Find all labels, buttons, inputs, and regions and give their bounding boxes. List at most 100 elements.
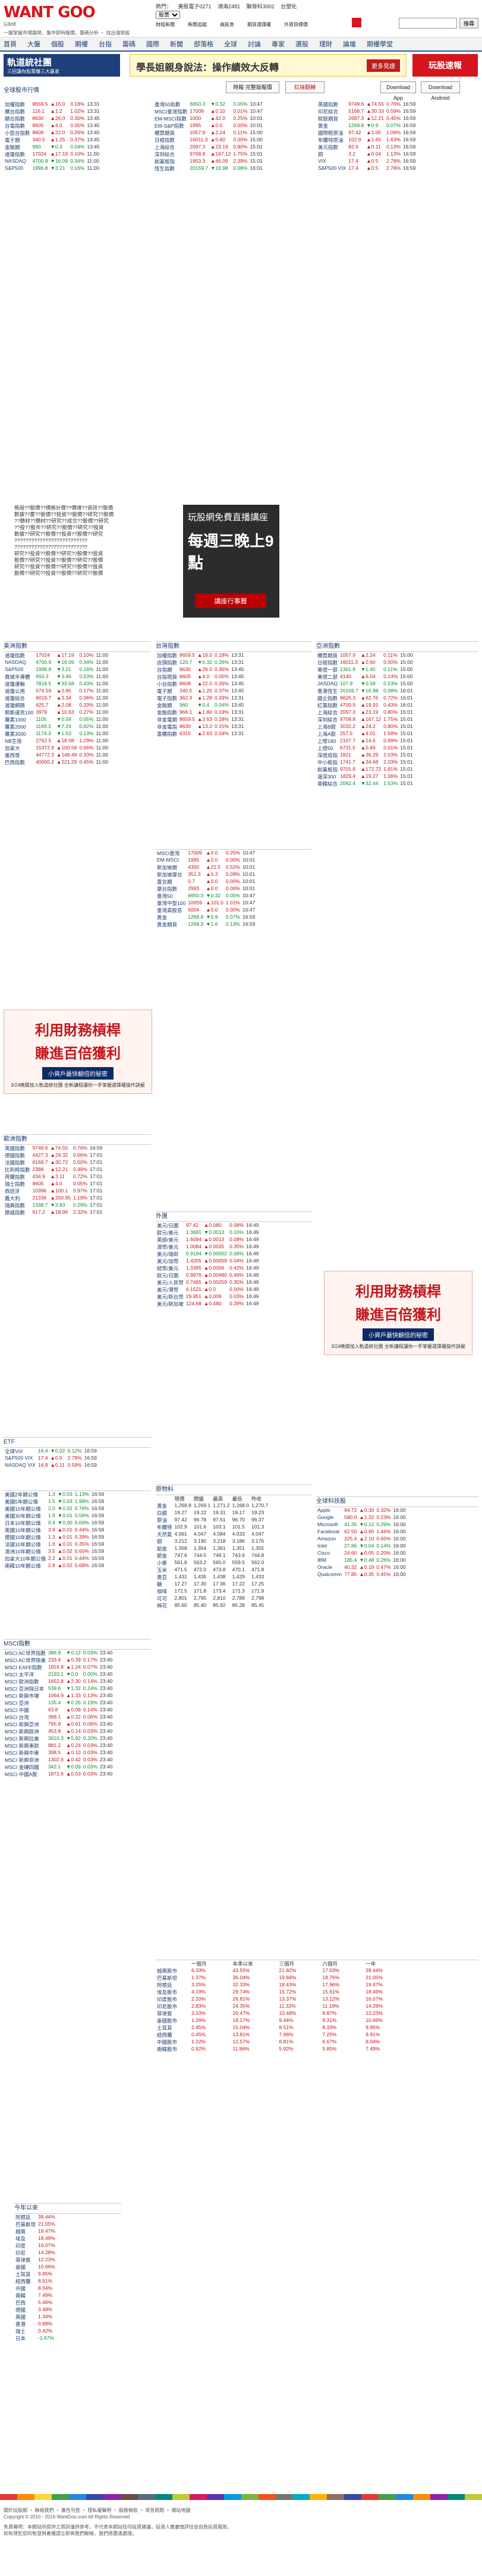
quote-name[interactable]: 歐元/日圓 [157, 1273, 179, 1278]
nav-item[interactable]: 選股 [295, 41, 308, 48]
performance-row[interactable]: 巴基斯坦 1.37% 36.04% 19.84% 18.76% 21.05% [156, 1974, 396, 1982]
footer-links[interactable]: 關於玩股網 ‧ 聯絡我們 ‧ 廣告刊登 ‧ 隱私權聲明 ‧ 服務條款 ‧ 常見問… [4, 2508, 191, 2513]
ytd-row[interactable]: 香港 0.88% [14, 2321, 56, 2328]
hot-link[interactable]: 聯發科3002 [246, 4, 275, 10]
quote-row[interactable]: S&P500 VIX 17.4 ▲0.5 2.78% 16:59 [4, 1455, 98, 1462]
ytd-name[interactable]: 阿根廷 [15, 2214, 31, 2220]
quote-name[interactable]: 羅素3000 [5, 731, 26, 737]
ytd-name[interactable]: 德國 [15, 2307, 26, 2313]
news-headline[interactable]: 數據??研究??股價??投資??股價??研究 [14, 531, 103, 537]
site-logo[interactable]: WANT GOO 玩股網 [4, 4, 96, 27]
webinar-banner[interactable]: 玩股網免費直播講座 每週三晚上9點 講座行事曆 [183, 505, 279, 618]
quote-name[interactable]: 美元/加幣 [157, 1258, 179, 1264]
quote-name[interactable]: 滬深300 [317, 774, 336, 780]
nav-item[interactable]: 台指 [99, 41, 112, 48]
quote-name[interactable]: 道瓊指數 [5, 151, 26, 157]
quote-name[interactable]: MSCI臺灣指數 [155, 109, 188, 115]
quote-name[interactable]: 德國指數 [5, 1153, 26, 1159]
quote-row[interactable]: 西班牙 10396 ▲100.1 0.97% 17:01 [4, 1188, 103, 1195]
quote-name[interactable]: MSCI 太平洋 [5, 1672, 34, 1678]
quote-name[interactable]: 羅素2000 [5, 724, 26, 730]
quote-row[interactable]: VIX 17.4 ▲0.5 2.78% 16:59 [317, 158, 417, 165]
quote-name[interactable]: 美元/日圓 [157, 1223, 179, 1229]
quote-name[interactable]: 創業板指 [155, 159, 175, 164]
commodity-name[interactable]: 原油 [157, 1517, 168, 1523]
quote-row[interactable]: MSCI臺灣指數 17009 ▲0.10 0.01% 10:47 [153, 108, 264, 115]
quote-row[interactable]: MSCI 新興拉美 3010.3 ▼5.92 0.20% 23:40 [4, 1735, 114, 1742]
nav-item[interactable]: 大盤 [27, 41, 40, 48]
performance-row[interactable]: 泰國股市 1.26% 18.17% 9.44% 9.31% 10.66% [156, 2017, 396, 2024]
quote-row[interactable]: 巴西指數 40000.2 ▲221.29 0.45% 11:00 [4, 759, 109, 766]
commodity-row[interactable]: 鈀金 747.6 744.5 749.1 743.9 744.8 [156, 1552, 269, 1559]
quote-row[interactable]: 道瓊指數 17024 ▲17.19 0.10% 11:00 [4, 151, 101, 158]
quote-name[interactable]: 紐幣/美元 [157, 1265, 179, 1271]
quote-name[interactable]: MSCI 新興非洲 [5, 1757, 39, 1763]
category-select[interactable]: 股票 [156, 11, 180, 19]
quote-row[interactable]: 紐幣/美元 1.3395 ▲0.0056 0.42% 16:49 [156, 1265, 260, 1272]
nav-item[interactable]: 專家 [272, 41, 285, 48]
quote-name[interactable]: 美國5年期公債 [5, 1499, 38, 1505]
quote-name[interactable]: MSCI 中國 [5, 1707, 29, 1713]
quote-row[interactable]: 小台指數 8608 ▲22.0 0.26% 13:45 [156, 681, 245, 688]
performance-header[interactable]: 六個月 [322, 1961, 338, 1967]
quote-name[interactable]: 澳幣/美元 [157, 1244, 179, 1250]
panel-title[interactable]: 全球科技股 [316, 1497, 478, 1507]
quote-row[interactable]: 費城半導體 650.3 ▼3.46 0.53% 11:00 [4, 673, 109, 681]
ytd-name[interactable]: 英國 [15, 2314, 26, 2320]
panel-title[interactable]: ETF [4, 1438, 151, 1448]
commodity-row[interactable]: 鉑金 1,358 1,354 1,361 1,351 1,355 [156, 1545, 269, 1552]
nav-item[interactable]: 期權 [75, 41, 88, 48]
quote-name[interactable]: 荷蘭指數 [5, 1174, 26, 1180]
performance-row[interactable]: 印度股市 2.20% 26.81% 13.37% 13.12% 16.07% [156, 1996, 396, 2003]
quote-row[interactable]: 台指現貨 8605 ▲4.0 0.05% 13:45 [156, 673, 245, 681]
ytd-name[interactable]: 日本 [15, 2336, 26, 2341]
menu-extra-item[interactable]: 外資目標價 [284, 22, 308, 27]
banner-mid-cta[interactable]: 更多見證 [367, 59, 400, 72]
performance-row[interactable]: 紐西蘭 0.45% 13.81% 7.96% 7.25% 8.91% [156, 2031, 396, 2039]
news-headline[interactable]: ?????????????????????????? [14, 544, 87, 550]
commodity-row[interactable]: 玉米 471.5 472.0 473.8 470.1 471.8 [156, 1567, 269, 1574]
quote-row[interactable]: 上海綜合 2097.3 ▲23.19 0.80% 15:01 [153, 144, 264, 151]
quote-row[interactable]: MSCI 新興歐洲 453.8 ▲0.14 0.03% 23:40 [4, 1728, 114, 1735]
quote-name[interactable]: 美國2年期公債 [5, 1492, 38, 1498]
quote-name[interactable]: VIX [318, 158, 326, 164]
commodity-row[interactable]: 可可 2,801 2,795 2,810 2,789 2,798 [156, 1595, 269, 1602]
download-app-button[interactable]: Download App [380, 81, 416, 101]
quote-row[interactable]: 美國30年期公債 1.9 ▼0.01 0.56% 16:59 [4, 1512, 105, 1520]
quote-name[interactable]: 金融指數 [157, 710, 178, 716]
commodity-row[interactable]: 銅 3.212 3.190 3.218 3.186 3.176 [156, 1538, 269, 1545]
quote-name[interactable]: 摩台指數 [157, 886, 178, 892]
quote-row[interactable]: Cisco 24.60 ▲0.05 0.20% 16:00 [316, 1550, 407, 1557]
quote-name[interactable]: 富櫃指數 [157, 731, 178, 737]
performance-header[interactable]: 一年 [366, 1961, 376, 1967]
ytd-name[interactable]: 中國 [15, 2286, 26, 2292]
quote-name[interactable]: 國際輕原油 [318, 130, 344, 136]
quote-name[interactable]: 美國30年期公債 [5, 1513, 41, 1519]
ytd-name[interactable]: 巴西 [15, 2300, 26, 2306]
webinar-cta[interactable]: 講座行事曆 [195, 594, 266, 608]
commodity-row[interactable]: 小麥 561.8 563.2 565.0 559.5 562.0 [156, 1559, 269, 1567]
quote-row[interactable]: MSCI AC世界指數 386.9 ▼0.12 0.03% 23:40 [4, 1650, 114, 1657]
commodity-row[interactable]: 白銀 19.27 19.22 19.31 19.17 19.23 [156, 1509, 269, 1517]
nav-item[interactable]: 新聞 [170, 41, 183, 48]
ytd-name[interactable]: 土耳其 [15, 2271, 31, 2277]
commodity-name[interactable]: 銅 [157, 1539, 162, 1545]
quote-name[interactable]: 英國指數 [318, 102, 339, 107]
quote-row[interactable]: 澳幣/美元 1.0084 ▲0.0035 0.35% 16:49 [156, 1243, 260, 1251]
quote-row[interactable]: MSCI 新興東歐 881.2 ▲0.24 0.03% 23:40 [4, 1742, 114, 1749]
quote-row[interactable]: 法國指數 6168.7 ▲30.72 0.50% 17:01 [4, 1159, 103, 1166]
quote-name[interactable]: 南韓10年期公債 [5, 1563, 41, 1569]
quote-name[interactable]: 香港恆生 [317, 688, 338, 694]
quote-row[interactable]: 德國10年期公債 1.3 ▲0.01 0.39% 16:59 [4, 1534, 105, 1541]
commodity-name[interactable]: 黃豆 [157, 1574, 168, 1580]
quote-name[interactable]: 日本10年期公債 [5, 1520, 41, 1526]
quote-name[interactable]: 日經指數 [155, 137, 175, 143]
quote-row[interactable]: 羅素3000 1174.3 ▼1.53 0.13% 11:00 [4, 730, 109, 738]
quote-name[interactable]: 電子期 [5, 137, 20, 143]
commodity-name[interactable]: 白銀 [157, 1510, 168, 1516]
quote-row[interactable]: Intel 27.86 ▼0.04 0.14% 16:00 [316, 1543, 407, 1550]
panel-title[interactable]: 原物料 [156, 1485, 311, 1495]
quote-name[interactable]: 上海綜合 [155, 144, 175, 150]
quote-row[interactable]: 道瓊網路 625.7 ▲2.08 0.33% 11:00 [4, 702, 109, 709]
performance-name[interactable]: 埃及股市 [157, 1989, 178, 1995]
